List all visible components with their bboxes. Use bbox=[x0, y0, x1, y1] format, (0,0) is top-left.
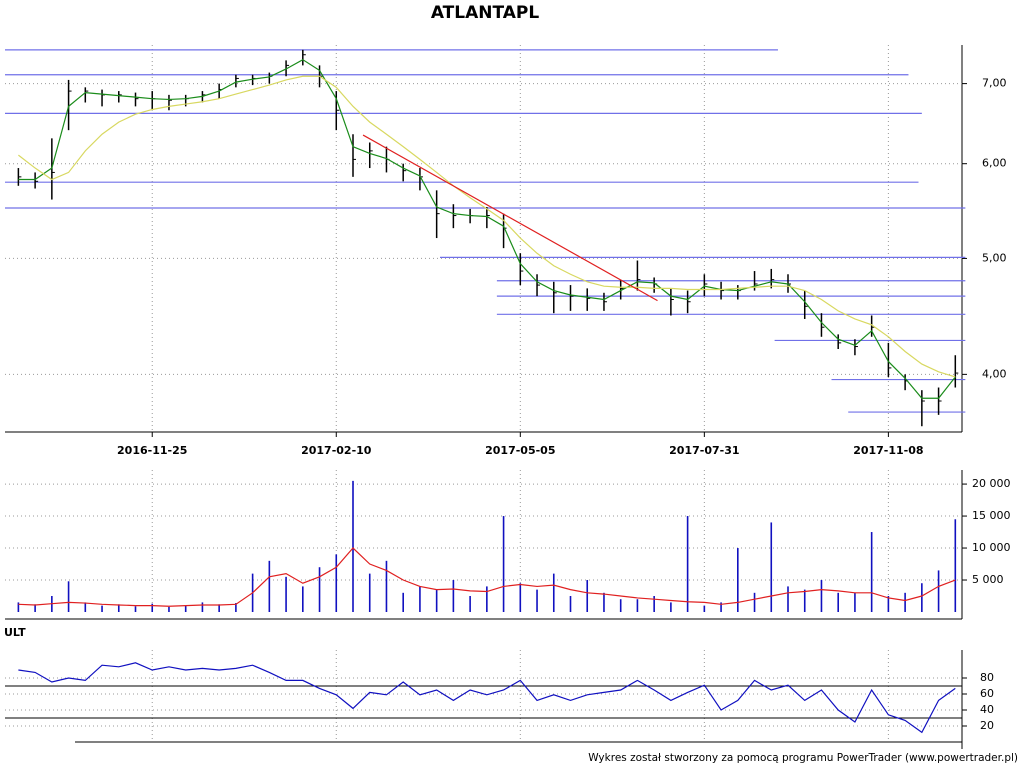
volume-bar bbox=[419, 586, 421, 612]
y-tick-label: 20 bbox=[980, 719, 994, 732]
y-tick-label: 5 000 bbox=[972, 573, 1004, 586]
volume-bar bbox=[720, 602, 722, 612]
volume-bar bbox=[486, 586, 488, 612]
volume-bar bbox=[820, 580, 823, 612]
volume-bar bbox=[921, 583, 923, 612]
volume-bar bbox=[67, 581, 70, 612]
x-tick-label: 2016-11-25 bbox=[117, 444, 187, 457]
volume-bar bbox=[670, 602, 672, 612]
volume-bar bbox=[770, 522, 773, 612]
volume-bar bbox=[34, 604, 36, 612]
volume-bar bbox=[653, 596, 655, 612]
y-tick-label: 4,00 bbox=[982, 367, 1007, 380]
y-tick-label: 60 bbox=[980, 687, 994, 700]
volume-bar bbox=[368, 573, 371, 612]
volume-bar bbox=[854, 592, 856, 612]
volume-bar bbox=[151, 603, 154, 612]
volume-bar bbox=[435, 589, 438, 612]
y-tick-label: 5,00 bbox=[982, 251, 1007, 264]
y-tick-label: 15 000 bbox=[972, 509, 1011, 522]
x-tick-label: 2017-07-31 bbox=[669, 444, 739, 457]
volume-bar bbox=[502, 516, 505, 612]
volume-bar bbox=[134, 606, 137, 612]
volume-bar bbox=[84, 602, 87, 612]
volume-bar bbox=[569, 596, 572, 612]
volume-bar bbox=[619, 599, 622, 612]
moving-average bbox=[18, 75, 956, 378]
volume-average bbox=[18, 547, 956, 607]
volume-bar bbox=[737, 548, 739, 612]
y-tick-label: 80 bbox=[980, 671, 994, 684]
volume-bar bbox=[954, 519, 957, 612]
y-tick-label: 20 000 bbox=[972, 477, 1011, 490]
moving-average bbox=[18, 58, 956, 399]
trend-line bbox=[362, 134, 658, 302]
volume-bar bbox=[870, 532, 873, 612]
volume-bar bbox=[837, 592, 839, 612]
volume-bar bbox=[803, 589, 806, 612]
volume-bar bbox=[385, 560, 388, 612]
volume-bar bbox=[636, 599, 639, 612]
volume-bar bbox=[469, 596, 471, 612]
volume-bar bbox=[536, 589, 538, 612]
panel-title: ULT bbox=[4, 626, 26, 639]
volume-bar bbox=[318, 567, 321, 612]
y-tick-label: 7,00 bbox=[982, 77, 1007, 90]
x-tick-label: 2017-02-10 bbox=[301, 444, 372, 457]
volume-bar bbox=[787, 586, 789, 612]
volume-bar bbox=[218, 604, 220, 612]
volume-bar bbox=[552, 573, 555, 612]
volume-bar bbox=[904, 592, 906, 612]
volume-bar bbox=[235, 603, 237, 612]
volume-bar bbox=[586, 580, 589, 612]
volume-bar bbox=[285, 576, 287, 612]
chart-title: ATLANTAPL bbox=[431, 3, 540, 23]
y-tick-label: 40 bbox=[980, 703, 994, 716]
volume-bar bbox=[887, 596, 890, 612]
volume-bar bbox=[268, 560, 271, 612]
indicator-line bbox=[18, 662, 956, 734]
volume-bar bbox=[168, 606, 170, 612]
volume-bar bbox=[603, 592, 605, 612]
x-tick-label: 2017-11-08 bbox=[853, 444, 923, 457]
volume-bar bbox=[402, 592, 404, 612]
y-tick-label: 6,00 bbox=[982, 157, 1007, 170]
volume-bar bbox=[452, 580, 455, 612]
volume-bar bbox=[703, 605, 706, 612]
volume-bar bbox=[201, 602, 204, 612]
volume-bar bbox=[184, 605, 187, 612]
volume-bar bbox=[335, 554, 338, 612]
volume-bar bbox=[937, 570, 940, 612]
y-tick-label: 10 000 bbox=[972, 541, 1011, 554]
volume-bar bbox=[17, 602, 20, 612]
volume-bar bbox=[117, 604, 120, 612]
volume-bar bbox=[686, 516, 689, 612]
volume-bar bbox=[753, 592, 756, 612]
volume-bar bbox=[302, 586, 304, 612]
volume-bar bbox=[519, 583, 522, 612]
x-tick-label: 2017-05-05 bbox=[485, 444, 555, 457]
volume-bar bbox=[101, 605, 103, 612]
volume-bar bbox=[352, 480, 354, 612]
footer: Wykres został stworzony za pomocą progra… bbox=[588, 752, 1018, 764]
